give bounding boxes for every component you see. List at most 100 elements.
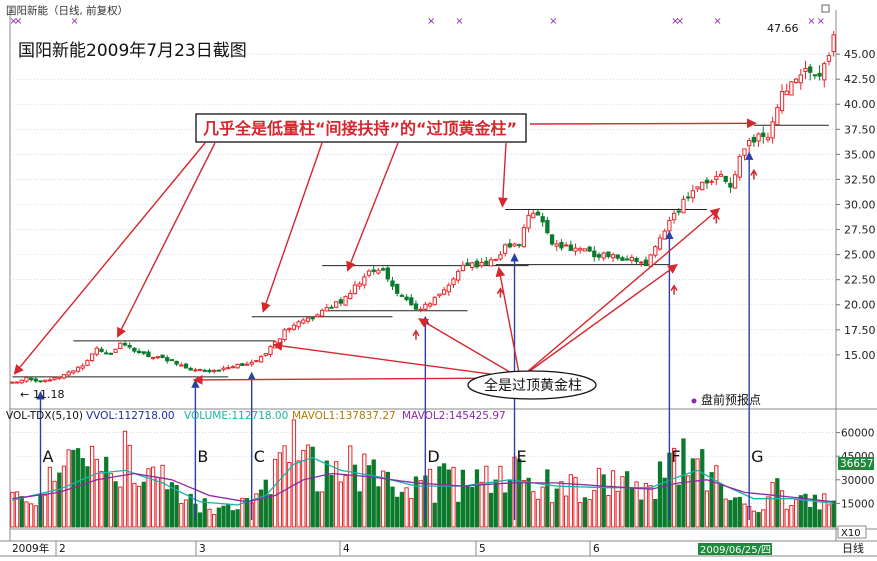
volume-bar	[52, 480, 57, 528]
candle-body	[395, 283, 400, 294]
volume-bar	[479, 481, 484, 528]
volume-bar	[732, 497, 738, 528]
volume-bar	[765, 496, 771, 528]
candle-body	[563, 244, 569, 247]
candle-body	[427, 303, 433, 307]
volume-bar	[615, 490, 620, 528]
candle-body	[578, 248, 583, 251]
volume-bar	[761, 509, 766, 528]
candle-body	[291, 324, 297, 330]
candle-body	[254, 360, 259, 363]
candle-body	[535, 211, 541, 216]
volume-bar	[94, 458, 99, 528]
window-restore-icon[interactable]	[821, 4, 830, 13]
candle-body	[798, 74, 803, 84]
candle-body	[160, 354, 165, 358]
candle-body	[671, 212, 677, 221]
volume-bar	[136, 485, 142, 528]
volume-bar	[150, 466, 156, 528]
volume-bar	[240, 497, 245, 528]
candle-body	[19, 379, 24, 384]
volume-bar	[221, 505, 226, 528]
volume-bar	[197, 512, 203, 528]
price-tick-label: 22.50	[844, 274, 876, 287]
volume-bar	[470, 486, 475, 528]
volume-bar	[737, 496, 742, 528]
volume-bar	[174, 485, 179, 528]
candle-body	[460, 264, 466, 272]
volume-bar	[700, 449, 705, 528]
point-label-g: G	[751, 447, 763, 466]
volume-bar	[329, 474, 334, 528]
up-arrow-marker	[750, 168, 758, 180]
point-label-f: F	[671, 447, 680, 466]
volume-bar	[160, 464, 165, 528]
candle-body	[479, 261, 484, 267]
screenshot-caption: 国阳新能2009年7月23日截图	[18, 41, 247, 61]
callout-top-arrow	[529, 118, 757, 129]
volume-bar	[89, 445, 95, 528]
volume-bar	[380, 470, 386, 528]
candle-body	[784, 90, 789, 96]
volume-bar	[474, 469, 480, 528]
candle-body	[554, 243, 559, 247]
candle-body	[409, 297, 414, 306]
volume-bar	[484, 465, 489, 528]
up-arrow-marker	[496, 287, 505, 298]
candle-body	[235, 363, 240, 369]
volume-bar	[244, 498, 250, 528]
candle-body	[315, 314, 320, 318]
volume-bar	[535, 498, 541, 528]
candle-body	[89, 353, 95, 362]
volume-bar	[573, 477, 578, 528]
candle-body	[118, 342, 123, 349]
candle-body	[643, 259, 649, 267]
candle-body	[681, 198, 686, 214]
candle-body	[826, 55, 832, 62]
low-price-arrow: ←	[20, 388, 29, 401]
volume-bar	[202, 498, 207, 528]
volume-bar	[409, 498, 414, 528]
candle-body	[446, 284, 451, 293]
volume-bar	[648, 485, 653, 528]
candle-body	[493, 258, 498, 261]
volume-bar	[437, 466, 442, 528]
candle-body	[108, 352, 114, 355]
candle-body	[803, 67, 808, 72]
volume-bar	[427, 468, 433, 528]
volume-bar	[324, 460, 329, 528]
candle-body	[770, 121, 775, 139]
volume-bar	[287, 462, 292, 528]
candle-body	[399, 294, 405, 297]
volume-bar	[385, 471, 390, 528]
candle-body	[686, 196, 691, 199]
candle-body	[66, 371, 71, 376]
candle-body	[432, 296, 437, 306]
candle-body	[380, 268, 386, 271]
volume-tick-label: 60000	[841, 428, 874, 440]
volume-bar	[362, 453, 367, 528]
volume-bar	[141, 481, 146, 528]
callout-bottom-ellipse	[467, 370, 597, 400]
volume-bar	[549, 502, 555, 528]
candle-body	[531, 212, 536, 219]
volume-indicator-name: VOL-TDX(5,10)	[6, 410, 83, 422]
legend-dot	[691, 398, 697, 404]
point-label-e: E	[517, 447, 527, 466]
candle-body	[165, 357, 170, 362]
candle-body	[704, 179, 710, 184]
volume-bar	[277, 452, 283, 528]
callout-top-arrow	[261, 142, 323, 313]
candle-body	[718, 173, 724, 177]
callout-bottom-arrow	[418, 318, 521, 379]
volume-bar	[695, 458, 700, 528]
candle-body	[127, 345, 132, 348]
callout-top-arrow	[346, 142, 399, 272]
candle-body	[24, 377, 29, 382]
callout-bottom-arrow	[272, 341, 521, 379]
premarket-marker: ×	[671, 16, 679, 27]
candle-body	[470, 262, 475, 269]
candle-body	[582, 248, 588, 252]
candle-body	[80, 365, 85, 369]
volume-bar	[230, 510, 236, 528]
